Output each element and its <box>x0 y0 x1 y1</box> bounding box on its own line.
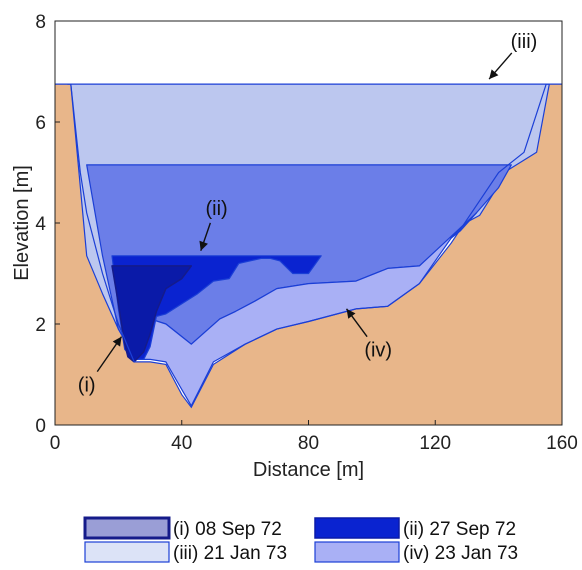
x-tick-label: 120 <box>419 433 451 454</box>
x-tick-label: 160 <box>546 433 578 454</box>
annotation-label: (iii) <box>511 31 538 53</box>
legend-label-iv: (iv) 23 Jan 73 <box>403 543 518 564</box>
x-axis-title: Distance [m] <box>253 459 364 481</box>
y-tick-label: 2 <box>35 315 46 336</box>
y-tick-label: 8 <box>35 12 46 33</box>
legend-swatch-i <box>83 516 171 540</box>
legend-label-i: (i) 08 Sep 72 <box>173 519 282 540</box>
annotation-label: (i) <box>78 375 96 397</box>
legend-swatch-iii <box>84 541 170 563</box>
legend-swatch-ii <box>314 517 400 539</box>
legend-label-iii: (iii) 21 Jan 73 <box>173 543 287 564</box>
annotation-arrowhead <box>489 69 499 80</box>
y-tick-label: 0 <box>35 416 46 437</box>
ground-outline <box>55 83 562 409</box>
legend-label-ii: (ii) 27 Sep 72 <box>403 519 516 540</box>
annotation-arrowhead <box>112 336 122 347</box>
annotation-arrowhead <box>199 240 208 251</box>
ground-fill <box>55 84 562 425</box>
y-tick-label: 6 <box>35 113 46 134</box>
x-tick-label: 40 <box>171 433 192 454</box>
y-axis-title: Elevation [m] <box>11 165 33 281</box>
x-tick-label: 80 <box>298 433 319 454</box>
legend-swatch-iv <box>314 541 400 563</box>
x-tick-label: 0 <box>50 433 61 454</box>
legend: (i) 08 Sep 72 (ii) 27 Sep 72 (iii) 21 Jan … <box>83 516 518 564</box>
series-iv-area <box>130 212 477 407</box>
annotation-label: (ii) <box>205 198 227 220</box>
annotation-arrowhead <box>346 308 356 319</box>
annotation-label: (iv) <box>364 339 392 361</box>
y-tick-label: 4 <box>35 214 46 235</box>
